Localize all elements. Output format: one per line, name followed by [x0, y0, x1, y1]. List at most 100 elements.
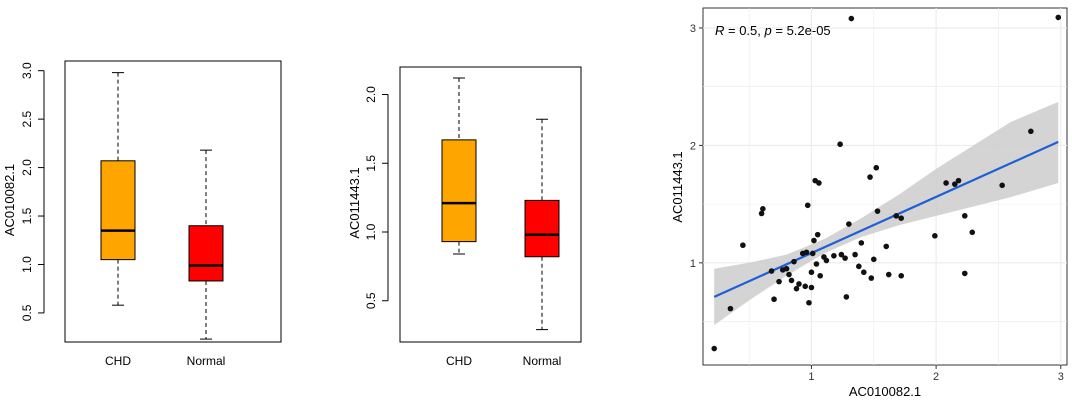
data-point: [783, 265, 790, 272]
data-point: [852, 251, 858, 258]
iqr-box: [441, 139, 477, 243]
data-point: [809, 250, 816, 257]
data-point: [867, 174, 873, 180]
data-point: [786, 271, 792, 278]
data-point: [768, 268, 775, 274]
y-tick-label: 2.0: [20, 159, 34, 176]
data-point: [808, 284, 815, 291]
data-point: [831, 252, 837, 259]
y-tick-label: 2.5: [20, 110, 34, 127]
data-point: [868, 275, 875, 281]
data-point: [1055, 14, 1062, 21]
data-point: [811, 237, 817, 244]
data-point: [802, 283, 809, 290]
plot-frame: [399, 66, 582, 343]
p-value: = 5.2e-05: [772, 23, 831, 38]
x-category-label: Normal: [187, 354, 226, 368]
data-point: [898, 215, 905, 222]
data-point: [727, 305, 734, 312]
data-point: [1028, 128, 1034, 135]
data-point: [758, 210, 765, 217]
y-tick-label: 3: [690, 23, 696, 35]
data-point: [952, 181, 958, 187]
y-tick-label: 2: [690, 140, 696, 152]
data-point: [932, 233, 938, 239]
y-tick-label: 1: [690, 258, 696, 270]
data-point: [817, 272, 823, 279]
boxplot-ac011443-panel: AC011443.1 0.5 1.0 1.5 2.0 CHD Normal: [347, 66, 582, 368]
p-symbol: p: [764, 23, 772, 38]
data-point: [885, 271, 892, 278]
y-tick-label: 1.0: [20, 256, 34, 273]
data-point: [788, 277, 795, 284]
data-point: [999, 182, 1005, 189]
r-symbol: R: [715, 23, 724, 38]
data-point: [873, 164, 880, 171]
box-chd: [441, 77, 477, 255]
y-tick-label: 0.5: [20, 304, 34, 321]
data-point: [961, 213, 968, 219]
data-point: [816, 180, 822, 186]
data-point: [771, 296, 777, 303]
x-tick-label: 3: [1058, 371, 1064, 383]
correlation-annotation: R = 0.5, p = 5.2e-05: [715, 23, 831, 38]
data-point: [806, 299, 812, 306]
x-tick-label: 1: [808, 371, 814, 383]
confidence-band: [714, 101, 1059, 326]
y-tick-label: 2.0: [364, 86, 378, 103]
y-tick-label: 1.5: [364, 155, 378, 172]
data-point: [838, 251, 845, 258]
data-point: [861, 269, 867, 276]
plot-frame: [64, 60, 282, 343]
y-axis-title: AC010082.1: [2, 164, 17, 236]
x-axis-title: AC010082.1: [849, 384, 921, 399]
data-point: [856, 263, 862, 270]
data-point: [870, 256, 877, 263]
data-point: [883, 243, 890, 250]
y-tick-label: 0.5: [364, 292, 378, 309]
y-tick-label: 3.0: [20, 62, 34, 79]
data-point: [961, 270, 968, 277]
y-axis-title: AC011443.1: [347, 167, 362, 238]
data-point: [848, 15, 855, 22]
y-tick-label: 1.0: [364, 223, 378, 240]
data-point: [791, 258, 797, 265]
boxplot-ac010082-panel: AC010082.1 0.5 1.0 1.5 2.0 2.5 3.0 CHD Normal: [2, 60, 282, 368]
box-normal: [524, 118, 560, 331]
data-point: [803, 249, 810, 256]
x-category-label: CHD: [105, 354, 131, 368]
iqr-box: [100, 160, 136, 261]
data-point: [969, 229, 976, 236]
data-point: [804, 202, 811, 209]
data-point: [814, 231, 821, 238]
data-point: [898, 272, 905, 279]
data-point: [823, 257, 830, 264]
data-point: [846, 221, 852, 227]
data-point: [808, 269, 815, 276]
data-point: [740, 242, 746, 249]
y-axis-title: AC011443.1: [670, 151, 685, 222]
data-point: [711, 345, 718, 352]
r-value: = 0.5,: [724, 23, 764, 38]
data-point: [793, 285, 800, 292]
iqr-box: [524, 199, 560, 258]
data-point: [843, 294, 850, 300]
x-tick-label: 2: [933, 371, 939, 383]
data-point: [760, 206, 766, 212]
box-normal: [188, 149, 224, 340]
data-point: [893, 213, 900, 219]
data-point: [858, 240, 865, 246]
y-tick-label: 1.5: [20, 207, 34, 224]
data-point: [837, 141, 843, 148]
data-point: [874, 208, 881, 214]
x-category-label: CHD: [446, 354, 472, 368]
box-chd: [100, 72, 136, 306]
data-point: [776, 278, 782, 285]
data-point: [943, 180, 949, 186]
iqr-box: [188, 225, 224, 282]
x-category-label: Normal: [523, 354, 562, 368]
data-point: [796, 281, 802, 287]
data-point: [842, 255, 848, 261]
data-point: [813, 261, 820, 267]
scatter-correlation-panel: 1 2 3 1 2 3 AC011443.1 AC010082.1 R = 0.5, p …: [670, 7, 1068, 399]
